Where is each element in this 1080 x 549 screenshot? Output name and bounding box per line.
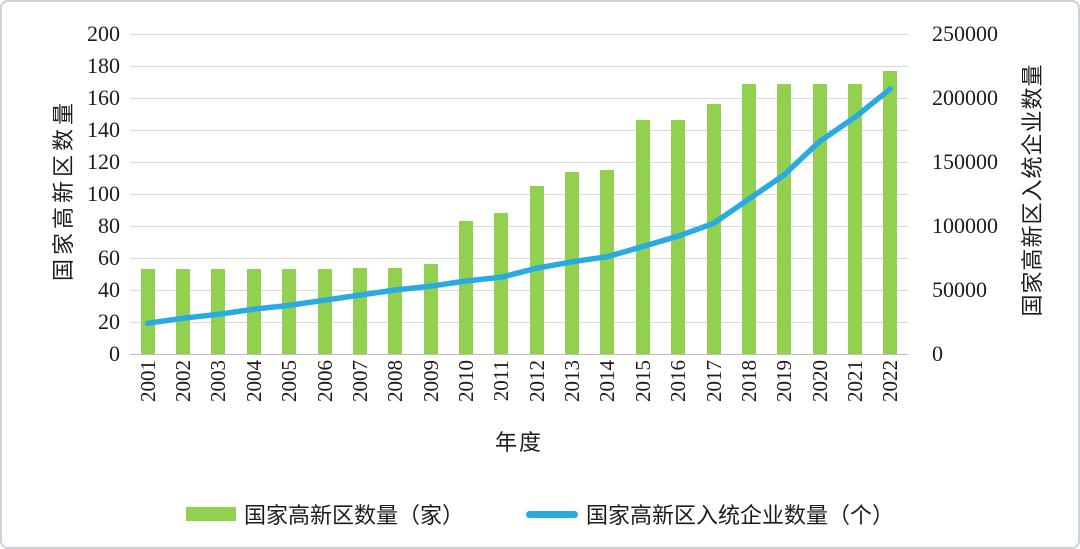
y-left-tick-label: 0 — [109, 341, 120, 366]
x-tick-label-2016: 2016 — [666, 360, 691, 402]
line-legend-swatch — [526, 510, 578, 518]
y-left-tick-label: 140 — [87, 117, 120, 142]
grid-line — [130, 290, 908, 291]
x-tick-label-2018: 2018 — [736, 360, 761, 402]
x-tick-label-2002: 2002 — [171, 360, 196, 402]
bar-2011 — [494, 213, 509, 354]
x-tick-label-2006: 2006 — [312, 360, 337, 402]
y-right-tick-label: 250000 — [932, 21, 998, 46]
x-tick-label-2008: 2008 — [383, 360, 408, 402]
x-tick-label-2004: 2004 — [241, 360, 266, 402]
x-tick-label-2005: 2005 — [277, 360, 302, 402]
enterprise-line — [144, 86, 894, 327]
y-right-tick-label: 0 — [932, 341, 943, 366]
bar-2007 — [352, 267, 367, 354]
grid-line — [130, 226, 908, 227]
x-axis-title: 年度 — [494, 430, 543, 455]
grid-line — [130, 162, 908, 163]
y-left-tick-label: 80 — [98, 213, 120, 238]
x-tick-label-2003: 2003 — [206, 360, 231, 402]
y-left-tick-label: 120 — [87, 149, 120, 174]
x-tick-label-2015: 2015 — [630, 360, 655, 402]
bar-2005 — [282, 269, 297, 354]
y-left-tick-label: 20 — [98, 309, 120, 334]
x-tick-label-2012: 2012 — [524, 360, 549, 402]
grid-line — [130, 66, 908, 67]
grid-line — [130, 34, 908, 35]
line-legend-label: 国家高新区入统企业数量（个） — [586, 503, 895, 528]
x-tick-label-2014: 2014 — [595, 360, 620, 402]
x-tick-label-2001: 2001 — [135, 360, 160, 402]
bar-legend-swatch — [185, 507, 236, 521]
x-tick-label-2019: 2019 — [772, 360, 797, 402]
y-left-tick-label: 200 — [87, 21, 120, 46]
x-tick-label-2010: 2010 — [453, 360, 478, 402]
bar-2006 — [317, 269, 332, 354]
y-left-tick-label: 160 — [87, 85, 120, 110]
plot-area — [130, 34, 908, 355]
y-left-tick-label: 100 — [87, 181, 120, 206]
y-right-tick-label: 150000 — [932, 149, 998, 174]
bar-2020 — [812, 83, 827, 354]
grid-line — [130, 194, 908, 195]
right-axis-title: 国家高新区入统企业数量 — [1020, 63, 1045, 317]
grid-line — [130, 98, 908, 99]
x-tick-label-2013: 2013 — [560, 360, 585, 402]
x-tick-label-2009: 2009 — [418, 360, 443, 402]
x-tick-label-2011: 2011 — [489, 360, 514, 402]
x-tick-label-2017: 2017 — [701, 360, 726, 402]
x-tick-label-2007: 2007 — [347, 360, 372, 402]
bar-2015 — [635, 120, 650, 354]
line-series — [144, 86, 894, 327]
bar-2014 — [600, 170, 615, 354]
x-tick-label-2022: 2022 — [878, 360, 903, 402]
y-right-tick-label: 200000 — [932, 85, 998, 110]
bar-legend-label: 国家高新区数量（家） — [243, 503, 464, 528]
legend-item-line: 国家高新区入统企业数量（个） — [526, 498, 894, 530]
bar-2001 — [140, 269, 155, 354]
x-axis-line — [130, 354, 908, 355]
y-left-tick-label: 180 — [87, 53, 120, 78]
bar-2010 — [458, 221, 473, 354]
y-right-tick-label: 100000 — [932, 213, 998, 238]
y-left-tick-label: 60 — [98, 245, 120, 270]
bar-2018 — [741, 83, 756, 354]
bar-2021 — [847, 83, 862, 354]
y-left-tick-label: 40 — [98, 277, 120, 302]
legend: 国家高新区数量（家） 国家高新区入统企业数量（个） — [2, 498, 1078, 530]
x-tick-label-2021: 2021 — [842, 360, 867, 402]
bar-2017 — [706, 104, 721, 354]
x-tick-label-2020: 2020 — [807, 360, 832, 402]
y-right-tick-label: 50000 — [932, 277, 987, 302]
grid-line — [130, 322, 908, 323]
grid-line — [130, 130, 908, 131]
bar-2022 — [883, 70, 898, 354]
bar-2002 — [176, 269, 191, 354]
grid-line — [130, 258, 908, 259]
bar-2019 — [777, 83, 792, 354]
legend-item-bars: 国家高新区数量（家） — [185, 498, 464, 530]
